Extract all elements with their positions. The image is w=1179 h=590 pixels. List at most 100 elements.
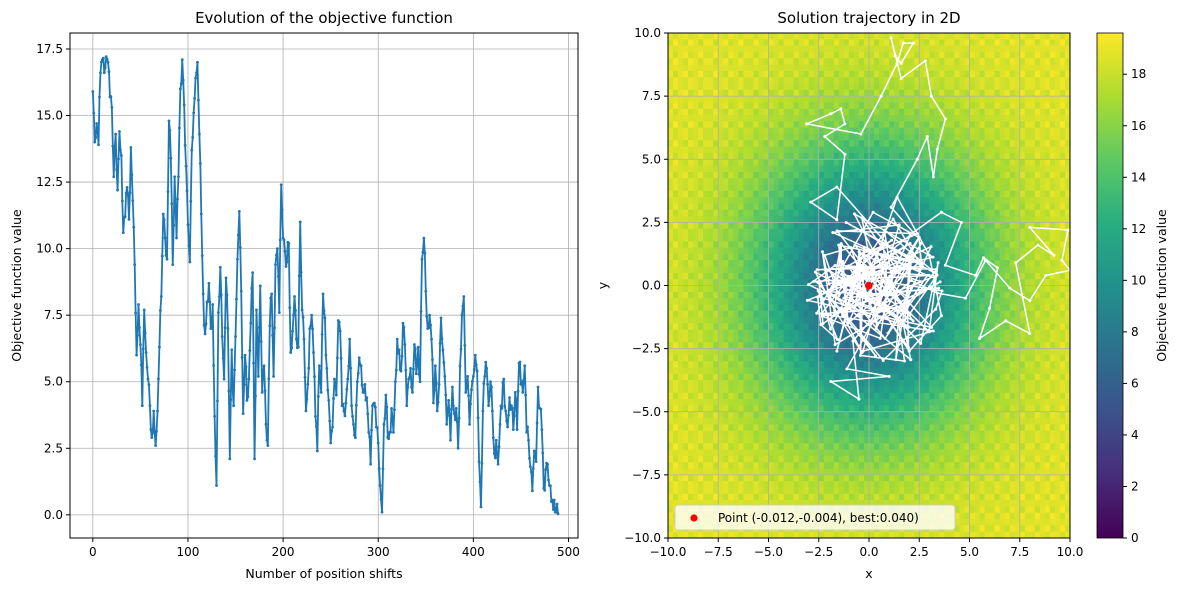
heatmap-cell: [894, 115, 900, 122]
heatmap-cell: [678, 424, 684, 432]
objective-point: [112, 175, 116, 179]
heatmap-cell: [693, 462, 699, 470]
heatmap-cell: [713, 171, 719, 179]
heatmap-cell: [904, 77, 910, 85]
objective-point: [450, 407, 453, 411]
heatmap-cell: [728, 329, 734, 337]
heatmap-cell: [713, 380, 719, 388]
heatmap-cell: [728, 165, 734, 173]
heatmap-cell: [788, 462, 795, 470]
heatmap-cell: [803, 411, 810, 419]
heatmap-cell: [728, 89, 734, 97]
heatmap-cell: [853, 190, 860, 198]
heatmap-cell: [778, 361, 785, 369]
heatmap-cell: [748, 45, 755, 53]
heatmap-cell: [713, 33, 719, 40]
heatmap-cell: [798, 89, 805, 97]
heatmap-cell: [858, 361, 865, 369]
heatmap-cell: [683, 140, 689, 148]
heatmap-cell: [939, 39, 945, 47]
heatmap-cell: [833, 108, 840, 116]
heatmap-cell: [863, 399, 870, 407]
heatmap-cell: [713, 323, 719, 331]
heatmap-cell: [753, 83, 760, 91]
objective-point: [428, 313, 431, 317]
heatmap-cell: [803, 329, 810, 337]
heatmap-cell: [904, 190, 910, 198]
heatmap-cell: [778, 279, 785, 287]
heatmap-cell: [853, 474, 860, 482]
heatmap-cell: [833, 146, 840, 154]
heatmap-cell: [909, 354, 915, 362]
heatmap-cell: [703, 462, 709, 470]
heatmap-cell: [698, 285, 704, 293]
heatmap-cell: [919, 102, 925, 110]
heatmap-cell: [813, 146, 820, 154]
heatmap-cell: [884, 190, 890, 198]
heatmap-cell: [788, 474, 795, 482]
heatmap-cell: [698, 121, 704, 129]
heatmap-cell: [708, 216, 714, 223]
heatmap-cell: [823, 159, 830, 167]
heatmap-cell: [733, 83, 739, 91]
heatmap-cell: [874, 140, 880, 148]
heatmap-cell: [904, 96, 910, 104]
heatmap-cell: [914, 165, 920, 173]
heatmap-cell: [863, 121, 870, 129]
objective-point: [213, 414, 216, 418]
heatmap-cell: [828, 216, 835, 223]
objective-point: [273, 326, 276, 330]
heatmap-cell: [894, 178, 900, 186]
objective-point: [327, 398, 331, 402]
heatmap-cell: [879, 329, 885, 337]
heatmap-cell: [768, 171, 775, 179]
heatmap-cell: [944, 285, 951, 293]
heatmap-cell: [673, 279, 679, 287]
heatmap-cell: [838, 424, 845, 432]
objective-point: [124, 191, 128, 195]
heatmap-cell: [683, 64, 689, 72]
heatmap-cell: [939, 285, 945, 293]
heatmap-cell: [743, 241, 750, 249]
heatmap-cell: [688, 178, 694, 186]
heatmap-cell: [828, 361, 835, 369]
heatmap-cell: [909, 373, 915, 381]
heatmap-cell: [934, 89, 940, 97]
heatmap-cell: [833, 33, 840, 40]
heatmap-cell: [823, 342, 830, 350]
heatmap-cell: [783, 392, 790, 400]
heatmap-cell: [853, 222, 860, 230]
heatmap-cell: [708, 392, 714, 400]
objective-point: [551, 508, 555, 511]
heatmap-cell: [793, 291, 800, 299]
heatmap-cell: [803, 247, 810, 255]
heatmap-cell: [863, 45, 870, 53]
heatmap-cell: [758, 178, 765, 186]
heatmap-cell: [718, 253, 724, 261]
heatmap-cell: [909, 209, 915, 217]
objective-point: [262, 364, 266, 368]
objective-point: [187, 244, 191, 248]
heatmap-cell: [783, 405, 790, 413]
heatmap-cell: [939, 380, 945, 388]
heatmap-cell: [929, 411, 935, 419]
heatmap-cell: [919, 228, 925, 236]
heatmap-cell: [803, 500, 810, 508]
heatmap-cell: [693, 298, 699, 306]
heatmap-cell: [683, 342, 689, 350]
heatmap-cell: [904, 58, 910, 66]
heatmap-cell: [723, 437, 729, 444]
heatmap-cell: [723, 108, 729, 116]
heatmap-cell: [748, 102, 755, 110]
heatmap-cell: [919, 329, 925, 337]
heatmap-cell: [693, 411, 699, 419]
heatmap-cell: [668, 348, 674, 356]
heatmap-cell: [758, 209, 765, 217]
heatmap-cell: [758, 146, 765, 154]
heatmap-cell: [743, 354, 750, 362]
heatmap-cell: [823, 115, 830, 122]
heatmap-cell: [693, 58, 699, 66]
heatmap-cell: [838, 159, 845, 167]
heatmap-cell: [668, 449, 674, 457]
heatmap-cell: [793, 329, 800, 337]
